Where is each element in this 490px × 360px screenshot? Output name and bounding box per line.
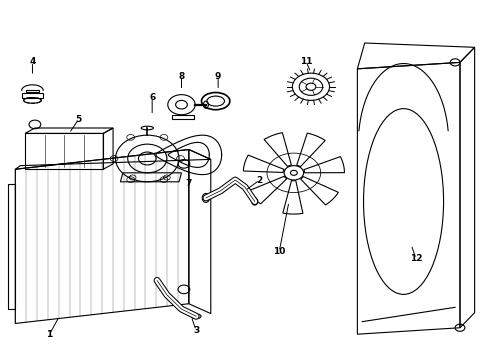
- Text: 7: 7: [186, 179, 192, 188]
- Text: 12: 12: [410, 255, 422, 264]
- Text: 6: 6: [149, 93, 155, 102]
- Text: 10: 10: [273, 247, 285, 256]
- Text: 1: 1: [47, 330, 53, 339]
- Text: 5: 5: [76, 114, 82, 123]
- Text: 9: 9: [215, 72, 221, 81]
- Text: 4: 4: [29, 57, 36, 66]
- Text: 11: 11: [300, 57, 312, 66]
- Text: 8: 8: [178, 72, 185, 81]
- Text: 2: 2: [257, 176, 263, 185]
- Text: 3: 3: [193, 326, 199, 335]
